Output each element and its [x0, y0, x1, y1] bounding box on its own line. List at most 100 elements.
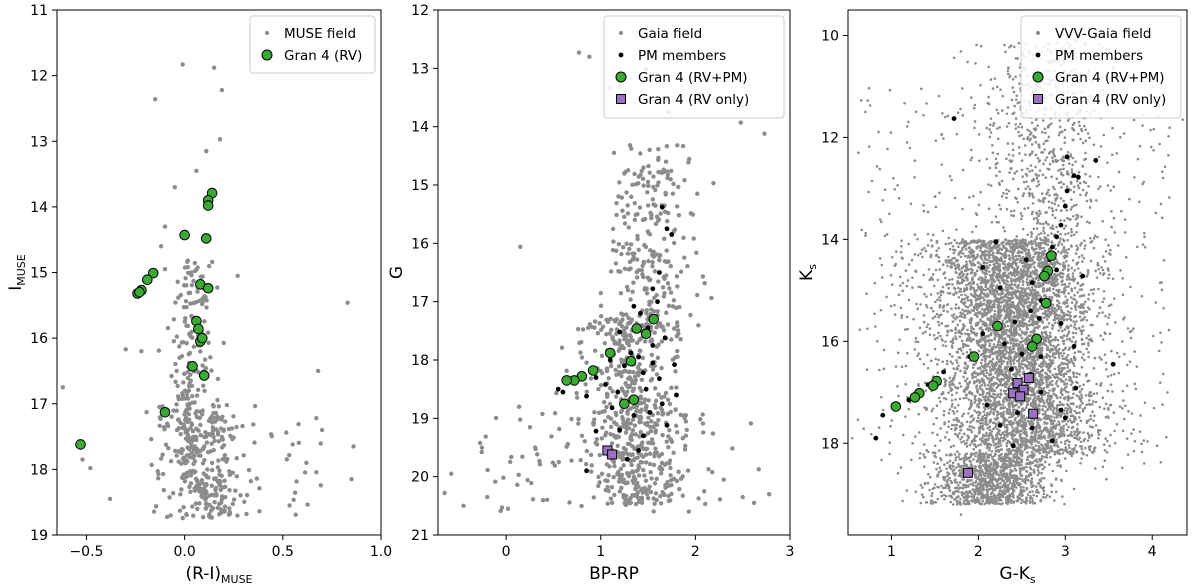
data-point — [644, 446, 649, 452]
data-point — [1055, 280, 1058, 283]
data-point — [976, 496, 979, 500]
data-point — [997, 457, 1001, 461]
data-point — [1053, 202, 1057, 206]
data-point — [588, 452, 594, 458]
data-point — [895, 250, 898, 253]
data-point — [1132, 327, 1135, 330]
data-point — [985, 434, 989, 437]
data-point — [674, 320, 680, 325]
data-point — [651, 174, 656, 179]
axes-frame — [56, 9, 382, 536]
data-point — [1069, 234, 1073, 237]
data-point — [877, 130, 880, 134]
data-point — [929, 306, 933, 310]
data-point — [617, 489, 623, 494]
data-point — [1109, 189, 1113, 192]
data-point — [675, 354, 680, 359]
data-point — [1014, 57, 1018, 60]
data-point — [192, 488, 197, 493]
data-point — [1037, 214, 1040, 218]
data-point — [589, 469, 594, 474]
data-point — [210, 431, 215, 437]
data-point — [957, 347, 961, 351]
data-point — [960, 293, 963, 297]
data-point — [1060, 309, 1064, 313]
data-point — [195, 506, 200, 512]
data-point — [883, 188, 887, 192]
data-point — [999, 88, 1002, 91]
data-point — [1055, 177, 1059, 181]
data-point — [1025, 311, 1029, 315]
data-point — [738, 120, 743, 125]
data-point — [244, 511, 249, 517]
data-point — [1071, 163, 1075, 167]
data-point — [1023, 144, 1027, 147]
data-point — [1066, 238, 1069, 242]
data-point — [891, 255, 894, 259]
data-point — [1075, 179, 1079, 183]
data-point — [628, 394, 640, 405]
data-point — [998, 346, 1001, 350]
data-point — [938, 191, 941, 195]
data-point — [961, 114, 965, 117]
data-point — [683, 443, 688, 449]
data-point — [617, 329, 623, 335]
data-point — [630, 417, 636, 422]
data-point — [931, 451, 935, 454]
legend-marker — [618, 52, 624, 58]
data-point — [1026, 327, 1030, 331]
data-point — [198, 448, 203, 453]
data-point — [625, 417, 631, 422]
data-point — [1008, 373, 1011, 377]
data-point — [1067, 247, 1071, 251]
data-point — [200, 461, 206, 466]
data-point — [933, 194, 937, 198]
data-point — [1022, 339, 1025, 343]
data-point — [740, 494, 745, 500]
data-point — [880, 263, 884, 267]
data-point — [188, 489, 193, 494]
data-point — [604, 404, 609, 410]
data-point — [1013, 433, 1017, 437]
data-point — [613, 367, 618, 373]
data-point — [1050, 232, 1053, 235]
data-point — [1035, 184, 1039, 188]
data-point — [607, 357, 613, 363]
data-point — [674, 392, 679, 398]
data-point — [962, 499, 966, 503]
data-point — [923, 406, 926, 409]
data-point — [1035, 227, 1039, 230]
data-point — [187, 381, 192, 386]
data-point — [1067, 443, 1071, 447]
data-point — [592, 417, 597, 422]
data-point — [662, 462, 667, 467]
data-point — [592, 319, 598, 324]
data-point — [161, 487, 167, 493]
data-point — [160, 452, 165, 457]
data-point — [147, 267, 159, 279]
data-point — [180, 515, 185, 521]
data-point — [1068, 217, 1071, 221]
data-point — [950, 427, 953, 431]
data-point — [954, 318, 957, 321]
x-tick-label: 0 — [502, 544, 511, 560]
data-point — [552, 463, 558, 468]
data-point — [625, 251, 631, 256]
data-point — [1028, 446, 1031, 449]
data-point — [178, 492, 183, 497]
data-point — [1014, 75, 1017, 79]
data-point — [1109, 303, 1113, 307]
data-point — [640, 176, 646, 182]
data-point — [584, 360, 589, 365]
data-point — [209, 368, 214, 373]
data-point — [653, 187, 658, 193]
data-point — [1140, 442, 1143, 446]
data-point — [635, 444, 641, 449]
data-point — [614, 212, 619, 218]
data-point — [660, 285, 666, 290]
data-point — [937, 323, 941, 327]
data-point — [669, 232, 675, 237]
data-point — [710, 469, 715, 475]
data-point — [632, 171, 637, 177]
data-point — [242, 499, 247, 505]
